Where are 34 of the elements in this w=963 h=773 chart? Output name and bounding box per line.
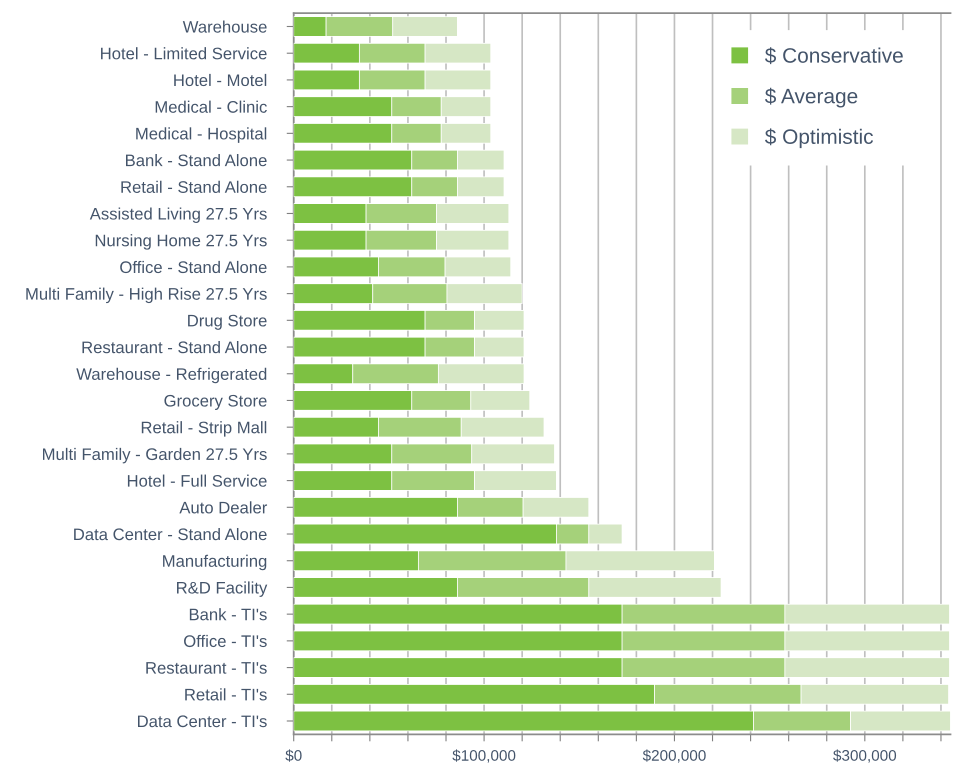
y-tick-label: Bank - Stand Alone: [126, 154, 267, 166]
y-tick-label: Bank - TI's: [190, 608, 267, 620]
y-tick-label: Office - TI's: [184, 634, 267, 648]
y-tick-label: Retail - TI's: [185, 688, 267, 700]
y-tick-label: Multi Family - High Rise 27.5 Yrs: [26, 288, 267, 304]
x-tick-label: $200,000: [642, 749, 706, 763]
y-tick-label: Multi Family - Garden 27.5 Yrs: [43, 448, 267, 464]
y-tick-label: Grocery Store: [164, 394, 267, 410]
y-tick-label: Warehouse - Refrigerated: [76, 368, 266, 384]
legend-label: $ Optimistic: [764, 128, 874, 148]
y-tick-label: Hotel - Limited Service: [101, 47, 267, 60]
y-tick-label: Office - Stand Alone: [120, 260, 267, 274]
y-tick-label: Medical - Hospital: [136, 127, 266, 143]
x-tick-label: $300,000: [833, 749, 896, 763]
y-tick-label: Warehouse: [182, 20, 267, 33]
y-tick-label: Hotel - Motel: [174, 74, 266, 86]
y-tick-label: Restaurant - Stand Alone: [82, 340, 267, 354]
y-tick-label: Restaurant - TI's: [146, 662, 267, 674]
y-tick-label: Nursing Home 27.5 Yrs: [96, 234, 267, 250]
y-tick-label: Manufacturing: [163, 554, 266, 570]
y-tick-label: Data Center - Stand Alone: [74, 528, 267, 540]
legend-label: $ Conservative: [764, 47, 903, 64]
x-tick-label: $0: [285, 749, 302, 762]
y-tick-label: R&D Facility: [177, 581, 268, 597]
y-tick-label: Medical - Clinic: [156, 100, 267, 113]
y-tick-label: Assisted Living 27.5 Yrs: [90, 207, 267, 223]
y-tick-label: Auto Dealer: [179, 501, 268, 514]
y-tick-label: Hotel - Full Service: [128, 474, 267, 487]
y-tick-label: Drug Store: [188, 314, 267, 330]
y-tick-label: Retail - Strip Mall: [142, 421, 266, 437]
x-tick-label: $100,000: [452, 749, 516, 763]
y-tick-label: Data Center - TI's: [138, 715, 267, 728]
y-tick-label: Retail - Stand Alone: [121, 180, 267, 193]
legend-label: $ Average: [764, 88, 858, 108]
